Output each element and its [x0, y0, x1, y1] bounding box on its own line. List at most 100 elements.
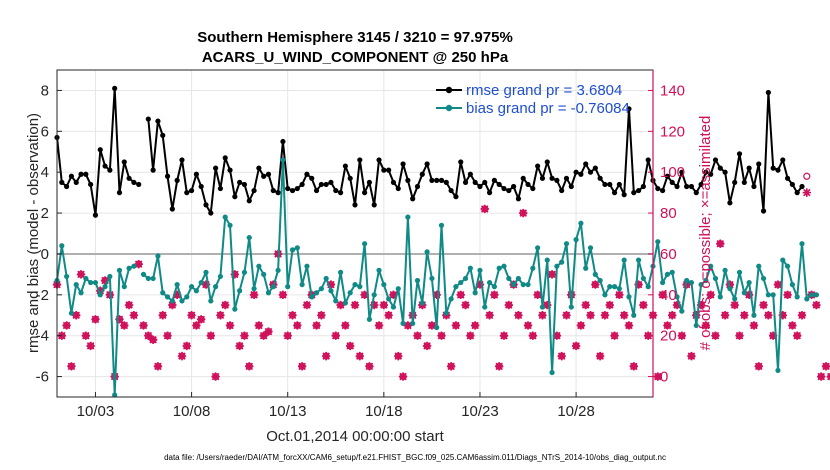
data-point: [563, 241, 570, 247]
obs-assimilated-point: [394, 351, 403, 361]
data-point: [169, 206, 175, 212]
data-point: [275, 267, 281, 273]
obs-assimilated-point: [168, 300, 177, 310]
data-point: [203, 269, 209, 275]
data-point: [482, 304, 488, 310]
obs-assimilated-point: [672, 300, 682, 310]
legend-bias-label: bias grand pr = -0.76084: [466, 100, 630, 117]
data-point: [597, 175, 603, 181]
x-tick-label: 10/18: [365, 403, 403, 420]
obs-assimilated-point: [67, 362, 76, 371]
y-right-tick-label: 80: [660, 205, 677, 222]
obs-assimilated-point: [749, 321, 759, 330]
obs-assimilated-point: [461, 300, 470, 310]
data-point: [794, 190, 800, 196]
data-point: [174, 177, 180, 183]
data-point: [342, 163, 348, 169]
data-point: [222, 155, 228, 161]
data-point: [227, 222, 233, 228]
data-point: [443, 179, 449, 186]
data-point: [732, 296, 738, 302]
data-point: [92, 212, 99, 218]
obs-assimilated-point: [331, 331, 340, 340]
data-point: [626, 294, 632, 300]
data-point: [97, 292, 103, 298]
data-point: [88, 279, 94, 286]
data-point: [280, 138, 286, 145]
data-point: [198, 183, 204, 190]
data-point: [684, 183, 690, 190]
data-point: [477, 183, 483, 190]
data-point: [131, 179, 137, 186]
data-point: [342, 300, 348, 306]
obs-assimilated-point: [230, 270, 240, 279]
data-point: [583, 265, 589, 271]
data-point: [164, 294, 171, 300]
data-point: [530, 185, 536, 192]
obs-assimilated-point: [610, 331, 619, 340]
x-tick-label: 10/03: [77, 403, 115, 420]
data-point: [155, 253, 161, 259]
obs-assimilated-point: [196, 315, 206, 324]
obs-assimilated-point: [240, 331, 249, 340]
obs-assimilated-point: [139, 321, 148, 330]
data-point: [424, 161, 430, 167]
data-point: [390, 179, 397, 186]
data-point: [309, 294, 315, 300]
data-point: [434, 324, 440, 331]
obs-assimilated-point: [562, 311, 571, 320]
obs-assimilated-point: [158, 311, 167, 320]
data-point: [102, 163, 108, 169]
data-point: [756, 161, 762, 167]
data-point: [275, 190, 281, 196]
obs-assimilated-point: [317, 311, 326, 320]
data-point: [736, 151, 743, 157]
y-axis-label-right: # of obs: o=possible; ×=assimilated: [697, 116, 714, 351]
data-point: [256, 165, 262, 171]
obs-assimilated-point: [754, 362, 763, 371]
legend: rmse grand pr = 3.6804 bias grand pr = -…: [436, 82, 630, 117]
obs-assimilated-point: [687, 351, 696, 361]
data-point: [126, 265, 132, 271]
data-point: [68, 173, 75, 179]
data-point: [568, 183, 574, 190]
obs-assimilated-point: [797, 311, 807, 320]
data-point: [640, 275, 646, 282]
data-point: [443, 310, 449, 316]
obs-assimilated-point: [792, 331, 802, 340]
y-axis-label: rmse and bias (model - observation): [25, 113, 42, 353]
x-tick-label: 10/13: [269, 403, 307, 420]
data-point: [270, 187, 276, 194]
data-point: [371, 292, 377, 298]
data-point: [193, 171, 199, 177]
data-point: [496, 181, 502, 188]
data-point: [318, 286, 324, 292]
data-point: [366, 316, 373, 322]
data-point: [309, 175, 315, 181]
data-point: [592, 271, 598, 277]
data-point: [188, 187, 195, 194]
data-point: [256, 263, 262, 269]
data-point: [722, 267, 728, 273]
obs-assimilated-point: [485, 311, 494, 320]
y-right-tick-label: 40: [660, 287, 677, 304]
data-point: [640, 183, 646, 190]
data-point: [424, 249, 430, 255]
data-point: [83, 171, 89, 177]
data-point: [357, 157, 363, 163]
data-point: [655, 185, 661, 192]
data-point: [414, 277, 421, 284]
obs-assimilated-point: [355, 351, 365, 361]
data-point: [136, 181, 142, 188]
y-right-tick-label: 60: [660, 246, 677, 263]
data-point: [386, 296, 392, 302]
data-point: [160, 132, 166, 138]
obs-assimilated-point: [677, 331, 687, 340]
data-point: [607, 284, 613, 290]
data-point: [525, 281, 531, 288]
data-point: [784, 263, 791, 269]
data-point: [602, 292, 608, 298]
data-point: [631, 312, 637, 318]
obs-assimilated-point: [345, 341, 355, 351]
data-point: [419, 300, 425, 306]
